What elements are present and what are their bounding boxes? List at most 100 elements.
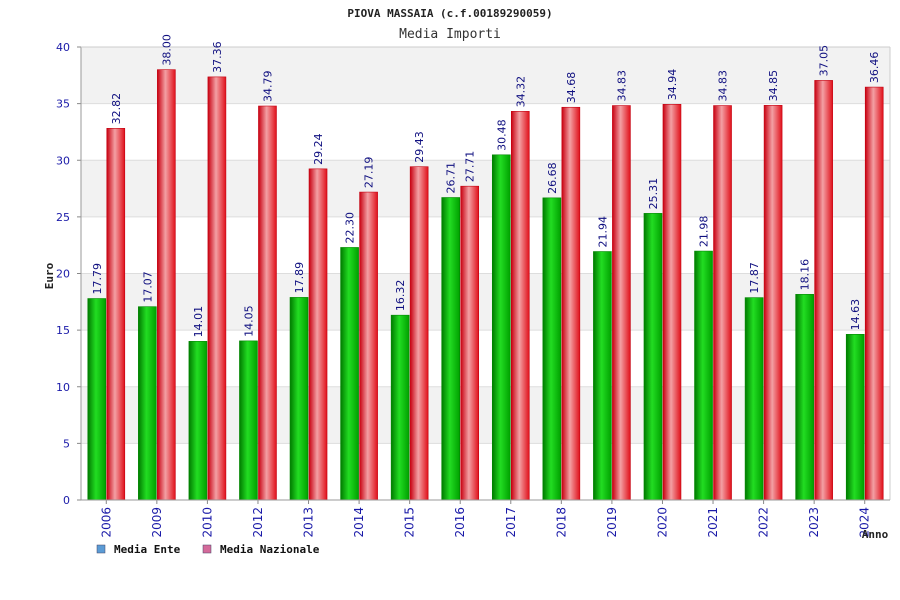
bar-media-nazionale <box>561 106 581 501</box>
data-label: 17.87 <box>748 262 761 294</box>
bar-media-nazionale <box>814 80 833 501</box>
bar-media-ente <box>744 297 764 501</box>
data-label: 14.05 <box>242 305 255 337</box>
x-tick-label: 2006 <box>99 507 113 538</box>
y-tick-label: 5 <box>63 437 70 450</box>
data-label: 27.19 <box>363 157 376 189</box>
legend-label-media-ente: Media Ente <box>114 543 181 556</box>
data-label: 16.32 <box>394 280 407 312</box>
data-label: 36.46 <box>868 52 881 84</box>
data-label: 26.68 <box>546 162 559 194</box>
data-label: 14.01 <box>192 306 205 338</box>
y-axis: 0 5 10 15 20 25 30 35 40 <box>56 41 891 507</box>
bar-media-ente <box>289 297 309 501</box>
y-tick-label: 30 <box>56 154 70 167</box>
data-label: 34.79 <box>261 71 274 103</box>
data-label: 27.71 <box>464 151 477 183</box>
x-tick-label: 2017 <box>504 507 518 538</box>
legend-swatch-media-nazionale <box>202 544 212 554</box>
data-label: 21.98 <box>698 216 711 248</box>
bar-media-ente <box>593 251 612 501</box>
data-label: 37.05 <box>818 45 831 77</box>
bar-media-nazionale <box>359 191 378 501</box>
data-label: 34.32 <box>514 76 527 108</box>
bar-media-nazionale <box>713 105 732 501</box>
data-label: 29.43 <box>413 131 426 163</box>
bar-media-ente <box>87 298 107 501</box>
x-tick-label: 2021 <box>706 507 720 538</box>
x-tick-label: 2020 <box>655 507 669 538</box>
y-tick-label: 35 <box>56 98 70 111</box>
y-tick-label: 40 <box>56 41 70 54</box>
bars: 17.79 32.82 17.07 38.00 14.01 37.36 14.05 34.79… <box>87 34 884 501</box>
x-tick-label: 2023 <box>807 507 821 538</box>
bar-media-ente <box>694 250 713 501</box>
x-tick-label: 2012 <box>251 507 265 538</box>
bar-media-nazionale <box>157 69 176 501</box>
x-tick-label: 2024 <box>858 507 872 538</box>
y-tick-label: 15 <box>56 324 70 337</box>
y-tick-label: 0 <box>63 494 70 507</box>
data-label: 30.48 <box>495 119 508 151</box>
x-tick-label: 2015 <box>403 507 417 538</box>
x-tick-label: 2018 <box>554 507 568 538</box>
data-label: 34.83 <box>615 70 628 102</box>
legend-label-media-nazionale: Media Nazionale <box>220 543 320 556</box>
bar-media-nazionale <box>308 168 328 501</box>
bar-media-ente <box>239 340 258 501</box>
y-tick-label: 20 <box>56 268 70 281</box>
data-label: 37.36 <box>211 41 224 73</box>
data-label: 14.63 <box>849 299 862 331</box>
data-label: 32.82 <box>110 93 123 125</box>
bar-media-nazionale <box>207 76 227 501</box>
bar-media-ente <box>643 213 663 501</box>
bar-media-nazionale <box>763 105 783 501</box>
bar-media-nazionale <box>409 166 429 501</box>
bar-media-ente <box>390 314 410 501</box>
bar-media-nazionale <box>258 105 277 501</box>
x-tick-label: 2010 <box>200 507 214 538</box>
legend-swatch-media-ente <box>96 544 106 554</box>
data-label: 25.31 <box>647 178 660 210</box>
data-label: 34.94 <box>666 69 679 101</box>
bar-media-ente <box>340 247 359 501</box>
bar-media-nazionale <box>106 128 126 501</box>
x-tick-label: 2009 <box>150 507 164 538</box>
bar-media-nazionale <box>662 104 682 501</box>
data-label: 38.00 <box>160 34 173 66</box>
bar-media-ente <box>845 334 865 501</box>
y-tick-label: 10 <box>56 381 70 394</box>
x-axis-label: Anno <box>862 528 889 541</box>
bar-media-ente <box>491 154 511 501</box>
data-label: 17.79 <box>91 263 104 295</box>
data-label: 26.71 <box>445 162 458 194</box>
x-tick-label: 2019 <box>605 507 619 538</box>
data-label: 29.24 <box>312 133 325 165</box>
x-tick-label: 2016 <box>453 507 467 538</box>
data-label: 34.85 <box>767 70 780 102</box>
chart-title: PIOVA MASSAIA (c.f.00189290059) <box>347 7 552 20</box>
x-tick-label: 2022 <box>757 507 771 538</box>
bar-media-ente <box>795 294 814 501</box>
data-label: 17.07 <box>141 271 154 303</box>
bar-media-ente <box>188 341 208 501</box>
legend: Media Ente Media Nazionale <box>96 543 320 556</box>
bar-media-ente <box>441 197 461 501</box>
bar-media-nazionale <box>864 86 884 501</box>
data-label: 22.30 <box>344 212 357 244</box>
bar-media-ente <box>138 306 157 501</box>
data-label: 34.68 <box>565 72 578 104</box>
bar-media-nazionale <box>460 185 480 501</box>
x-tick-label: 2014 <box>352 507 366 538</box>
data-label: 17.89 <box>293 262 306 294</box>
chart-subtitle: Media Importi <box>399 27 501 42</box>
x-axis: 2006 2009 2010 2012 2013 2014 2015 2016 2017 2018… <box>81 499 890 538</box>
data-label: 34.83 <box>717 70 730 102</box>
bar-media-nazionale <box>612 105 631 501</box>
data-label: 18.16 <box>799 259 812 291</box>
data-label: 21.94 <box>596 216 609 248</box>
bar-media-nazionale <box>510 111 530 501</box>
bar-media-ente <box>542 197 562 501</box>
y-axis-label: Euro <box>43 262 56 289</box>
